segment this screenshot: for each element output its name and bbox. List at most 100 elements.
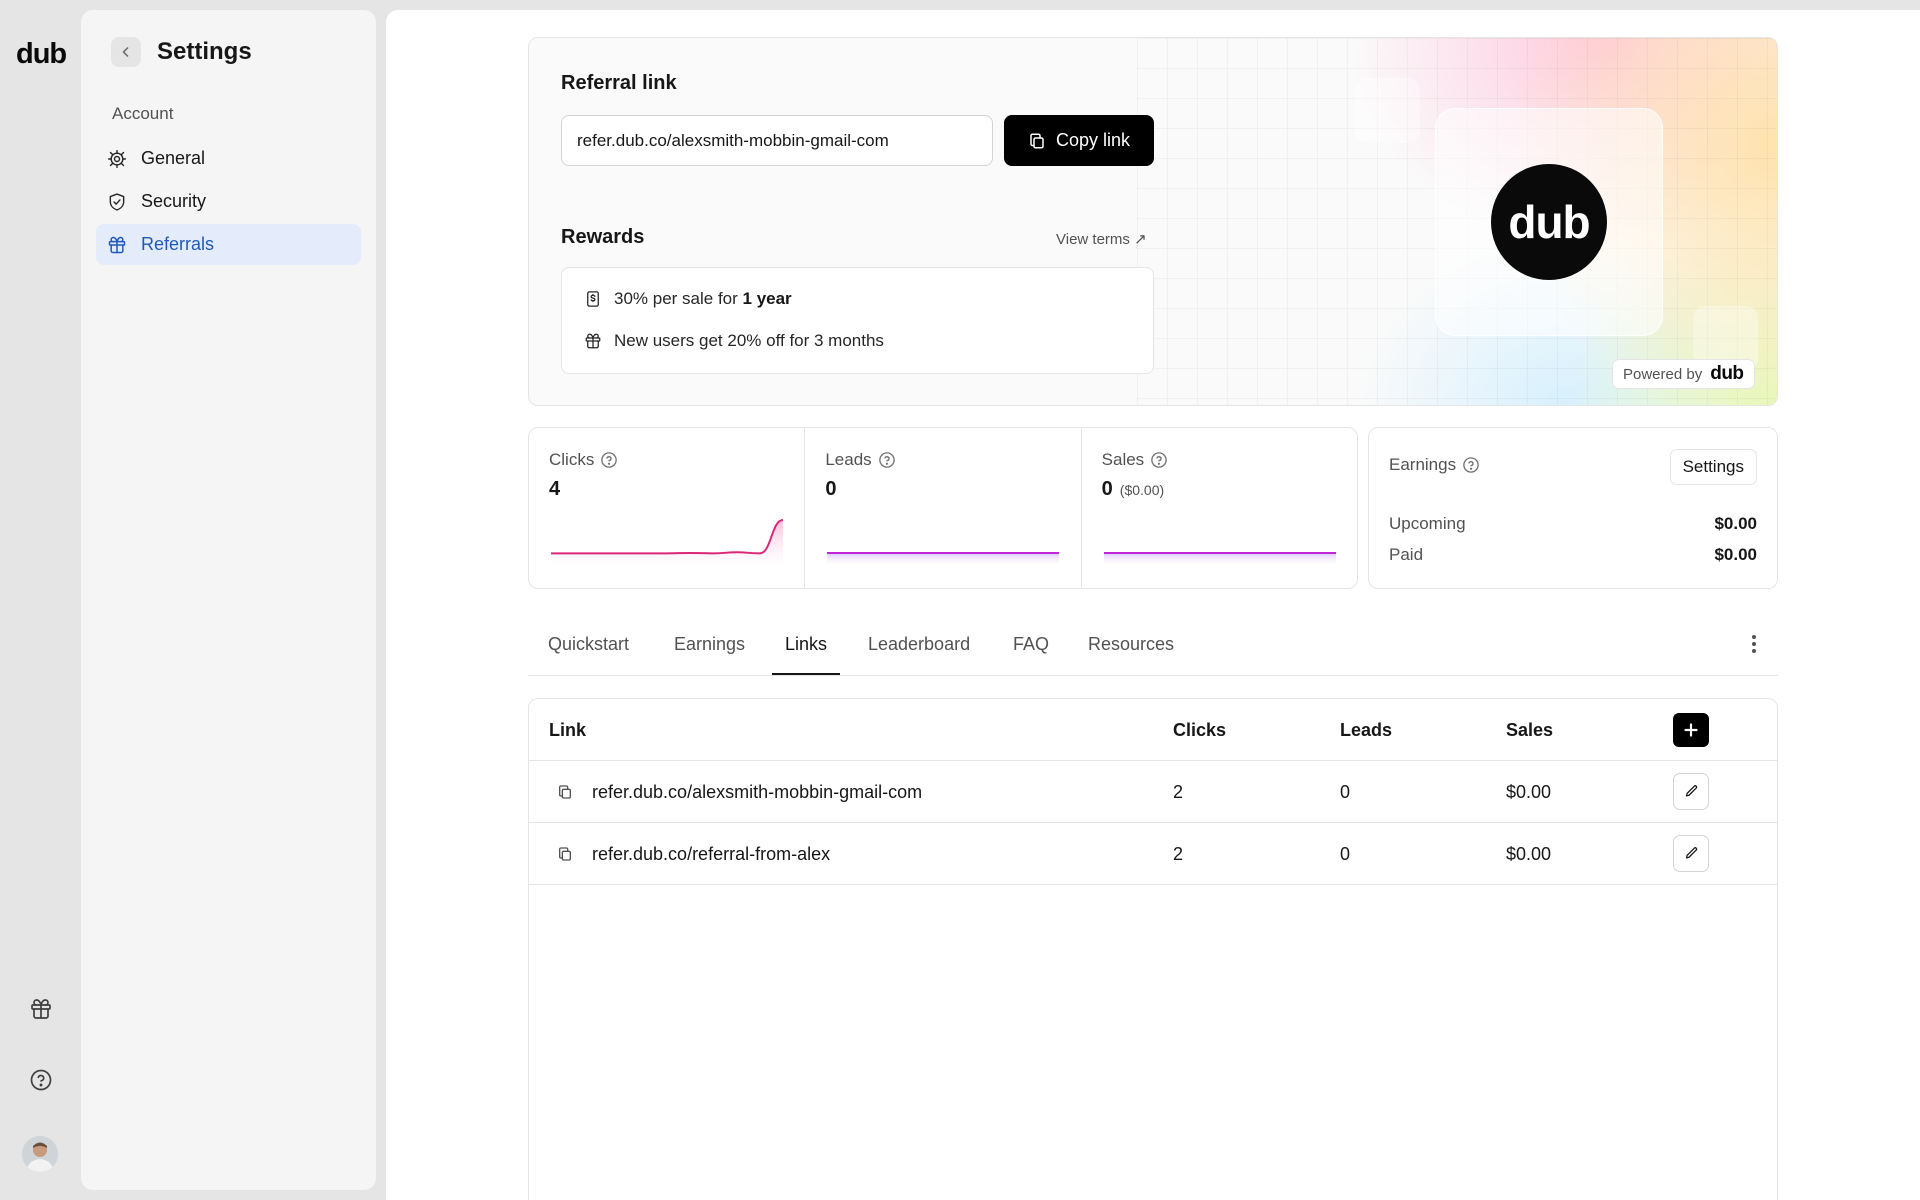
hero-decoration xyxy=(1355,78,1420,143)
kebab-dot xyxy=(1752,649,1756,653)
earnings-row-paid: Paid $0.00 xyxy=(1389,545,1757,564)
stat-clicks: Clicks 4 xyxy=(529,428,806,588)
shield-icon xyxy=(109,192,125,211)
kebab-dot xyxy=(1752,635,1756,639)
powered-by-label: Powered by xyxy=(1623,365,1703,383)
view-terms-link[interactable]: View terms ↗ xyxy=(1056,231,1147,248)
help-icon[interactable] xyxy=(600,451,618,469)
tab-bar: Quickstart Earnings Links Leaderboard FA… xyxy=(528,612,1778,676)
copy-link-button[interactable]: Copy link xyxy=(1004,115,1154,166)
sparkline-area xyxy=(551,520,783,564)
user-avatar[interactable] xyxy=(22,1136,58,1172)
gift-icon xyxy=(585,333,601,349)
nav-item-security[interactable]: Security xyxy=(96,181,361,222)
stat-value: 0 xyxy=(825,478,837,500)
nav-item-label: General xyxy=(141,148,206,168)
links-table: Link Clicks Leads Sales refer.dub.co/ale… xyxy=(528,698,1778,1200)
copy-row-link-button[interactable] xyxy=(557,761,573,823)
earnings-card: Earnings Settings Upcoming $0.00 Paid $0.0… xyxy=(1368,427,1778,589)
edit-link-button[interactable] xyxy=(1673,835,1709,872)
nav-item-referrals[interactable]: Referrals xyxy=(96,224,361,265)
app-rail: dub xyxy=(0,0,81,1200)
kebab-dot xyxy=(1752,642,1756,646)
stat-label: Clicks xyxy=(549,450,784,470)
tab-links[interactable]: Links xyxy=(785,634,828,654)
help-icon xyxy=(30,1069,52,1091)
back-button[interactable] xyxy=(111,37,141,67)
section-label-account: Account xyxy=(112,104,174,123)
more-options-button[interactable] xyxy=(1744,632,1764,656)
help-icon[interactable] xyxy=(1150,451,1168,469)
sparkline-area xyxy=(1103,553,1336,564)
row-leads: 0 xyxy=(1340,843,1351,864)
sales-sparkline xyxy=(1103,552,1336,564)
earnings-row-upcoming: Upcoming $0.00 xyxy=(1389,514,1757,533)
stat-leads: Leads 0 xyxy=(805,428,1082,588)
copy-icon xyxy=(559,785,571,799)
settings-title: Settings xyxy=(157,38,252,65)
table-row: refer.dub.co/alexsmith-mobbin-gmail-com … xyxy=(529,761,1777,823)
nav-item-general[interactable]: General xyxy=(96,138,361,179)
stat-sales: Sales 0 ($0.00) xyxy=(1082,428,1357,588)
stats-panel: Clicks 4 Leads 0 Sales 0 ($0.00) xyxy=(528,427,1358,589)
add-link-button[interactable] xyxy=(1673,713,1709,747)
settings-header: Settings xyxy=(111,37,252,67)
leads-sparkline xyxy=(827,552,1060,564)
table-header: Link Clicks Leads Sales xyxy=(529,699,1777,761)
row-link[interactable]: refer.dub.co/alexsmith-mobbin-gmail-com xyxy=(592,781,923,802)
powered-by-badge[interactable]: Powered by dub xyxy=(1612,359,1755,389)
row-link[interactable]: refer.dub.co/referral-from-alex xyxy=(592,843,831,864)
earnings-settings-button[interactable]: Settings xyxy=(1669,449,1757,485)
stat-label: Sales xyxy=(1102,450,1337,470)
copy-row-link-button[interactable] xyxy=(557,823,573,885)
nav-item-label: Security xyxy=(141,191,207,211)
header-leads: Leads xyxy=(1340,719,1393,740)
tab-earnings[interactable]: Earnings xyxy=(674,634,746,654)
header-link: Link xyxy=(549,719,587,740)
tab-faq[interactable]: FAQ xyxy=(1013,634,1050,654)
header-sales: Sales xyxy=(1506,719,1554,740)
help-icon[interactable] xyxy=(878,451,896,469)
sparkline-area xyxy=(827,553,1060,564)
sparkline-line xyxy=(551,519,783,555)
copy-icon xyxy=(559,847,571,861)
referral-card: dub Powered by dub Referral link refer.d… xyxy=(528,37,1778,406)
copy-icon xyxy=(1030,133,1044,148)
tab-quickstart[interactable]: Quickstart xyxy=(548,634,630,654)
pencil-icon xyxy=(1685,785,1697,797)
reward-item: New users get 20% off for 3 months xyxy=(584,330,1131,352)
row-sales: $0.00 xyxy=(1506,781,1552,802)
reward-text: 30% per sale for 1 year xyxy=(614,289,792,308)
nav-item-label: Referrals xyxy=(141,234,215,254)
gear-icon xyxy=(107,149,127,168)
row-leads: 0 xyxy=(1340,781,1351,802)
header-clicks: Clicks xyxy=(1173,719,1227,740)
earnings-label: Earnings xyxy=(1389,455,1480,475)
reward-item: 30% per sale for 1 year xyxy=(584,288,1131,310)
rewards-list: 30% per sale for 1 year New users get 20… xyxy=(561,267,1154,374)
tab-resources[interactable]: Resources xyxy=(1088,634,1175,654)
copy-link-label: Copy link xyxy=(1055,130,1131,150)
chevron-left-icon xyxy=(122,47,129,57)
edit-link-button[interactable] xyxy=(1673,773,1709,810)
receipt-dollar-icon xyxy=(587,291,599,307)
active-tab-indicator xyxy=(772,673,840,675)
plus-icon xyxy=(1684,723,1698,737)
pencil-icon xyxy=(1685,847,1697,859)
reward-text: New users get 20% off for 3 months xyxy=(614,331,884,350)
brand-logo: dub xyxy=(1491,164,1607,280)
tab-leaderboard[interactable]: Leaderboard xyxy=(868,634,971,654)
rewards-heading: Rewards xyxy=(561,226,645,248)
rail-help-button[interactable] xyxy=(24,1063,58,1097)
stat-value: 4 xyxy=(549,478,561,500)
help-icon[interactable] xyxy=(1462,456,1480,474)
referral-link-input[interactable]: refer.dub.co/alexsmith-mobbin-gmail-com xyxy=(561,115,993,166)
stat-sub: ($0.00) xyxy=(1119,482,1165,498)
stat-label: Leads xyxy=(825,450,1060,470)
row-sales: $0.00 xyxy=(1506,843,1552,864)
powered-by-logo: dub xyxy=(1710,363,1744,384)
table-row: refer.dub.co/referral-from-alex 2 0 $0.0… xyxy=(529,823,1777,885)
settings-nav: General Security Referrals xyxy=(96,138,361,267)
rail-referrals-button[interactable] xyxy=(24,992,58,1026)
app-logo[interactable]: dub xyxy=(16,38,67,70)
